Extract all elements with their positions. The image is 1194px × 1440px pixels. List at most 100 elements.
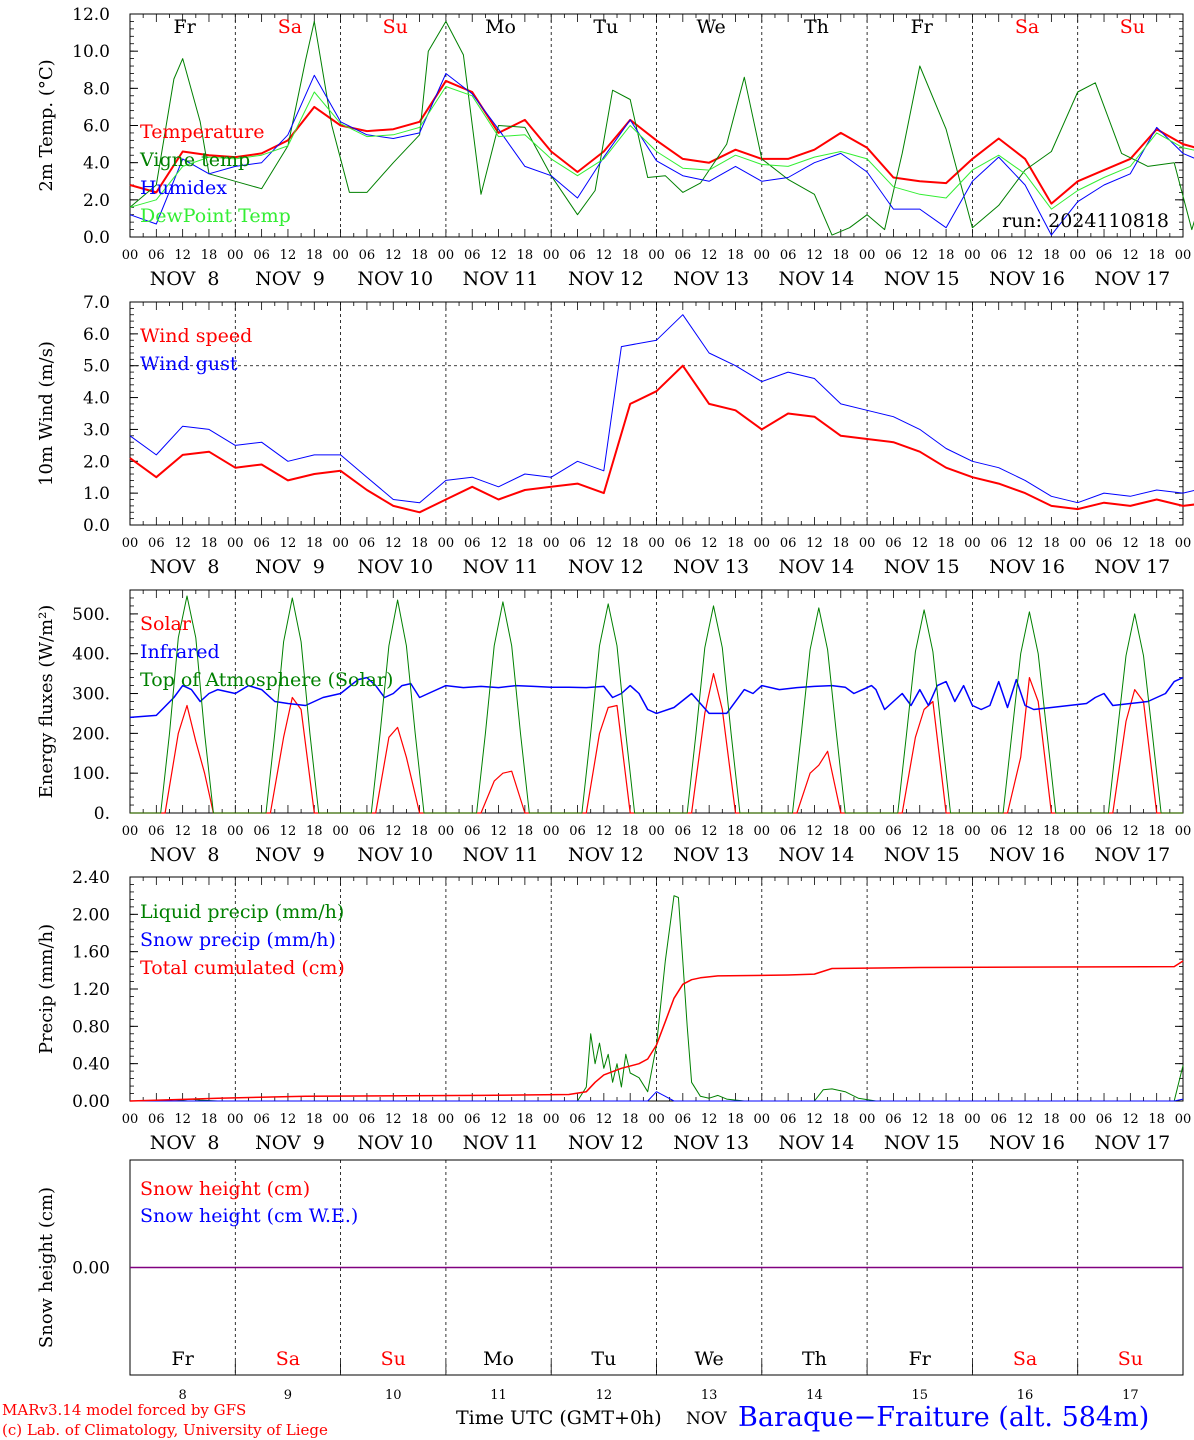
x-hour-label: 00 [1175,1112,1192,1127]
y-tick-label: 500. [72,605,110,625]
y-tick-label: 300. [72,685,110,705]
x-hour-label: 12 [596,248,613,263]
x-hour-label: 12 [385,1112,402,1127]
series-line [129,676,1184,719]
x-hour-label: 18 [622,248,639,263]
x-hour-label: 12 [385,536,402,551]
weekday-label: We [695,1348,724,1370]
x-hour-label: 12 [1017,1112,1034,1127]
x-hour-label: 06 [148,248,165,263]
day-number-label: 14 [806,1388,823,1403]
x-hour-label: 12 [280,248,297,263]
legend-entry: Temperature [140,121,264,143]
x-hour-label: 18 [306,824,323,839]
day-number-label: 13 [701,1388,718,1403]
x-date-label: NOV 14 [779,556,855,578]
x-hour-label: 18 [201,1112,218,1127]
x-axis-title: Time UTC (GMT+0h) [456,1407,662,1429]
x-hour-label: 00 [543,536,560,551]
x-hour-label: 18 [833,536,850,551]
y-tick-label: 4.0 [83,389,110,409]
x-hour-label: 00 [227,536,244,551]
x-hour-label: 00 [648,1112,665,1127]
day-number-label: 8 [179,1388,187,1403]
weekday-label: Tu [593,16,618,38]
x-hour-label: 00 [438,248,455,263]
x-hour-label: 12 [280,1112,297,1127]
x-hour-label: 12 [174,248,191,263]
x-date-label: NOV 10 [357,844,433,866]
footer-credit-text: (c) Lab. of Climatology, University of L… [2,1421,328,1439]
panel-wind: 0.0 1.0 2.0 3.0 4.0 5.0 6.0 7.0 10m Wind (m/s) Wi… [36,293,1194,578]
y-tick-label: 0.00 [72,1092,110,1112]
series-line [129,79,1194,205]
x-hour-label: 18 [411,824,428,839]
x-hour-label: 06 [359,536,376,551]
x-hour-label: 06 [359,248,376,263]
x-hour-label: 12 [701,248,718,263]
x-date-label: NOV 13 [673,268,749,290]
x-hour-label: 06 [885,1112,902,1127]
x-date-label: NOV 14 [779,844,855,866]
x-date-label: NOV 12 [568,268,644,290]
x-hour-label: 06 [675,824,692,839]
x-hour-label: 06 [1096,1112,1113,1127]
weekday-label: Su [1118,1348,1143,1370]
legend-entry: Wind gust [140,353,238,375]
legend-entry: Liquid precip (mm/h) [140,901,344,923]
x-hour-label: 18 [306,536,323,551]
x-hour-label: 18 [411,248,428,263]
x-hour-label: 00 [438,1112,455,1127]
series-line [130,1091,1184,1102]
x-hour-label: 00 [438,536,455,551]
x-hour-label: 12 [385,824,402,839]
weekday-label: Fr [174,16,197,38]
x-hour-label: 18 [727,824,744,839]
y-tick-label: 5.0 [83,357,110,377]
x-hour-label: 00 [859,536,876,551]
weekday-label: Sa [278,16,302,38]
x-hour-label: 00 [1069,1112,1086,1127]
x-hour-label: 06 [675,248,692,263]
x-hour-label: 12 [174,536,191,551]
x-hour-label: 12 [806,824,823,839]
x-date-label: NOV 12 [568,556,644,578]
x-date-label: NOV 13 [673,556,749,578]
panel-temp: 0.0 2.0 4.0 6.0 8.0 10.0 12.0 2m Temp. (°C) Temp… [36,5,1194,290]
footer-model-text: MARv3.14 model forced by GFS [2,1401,246,1419]
x-hour-label: 06 [780,536,797,551]
x-hour-label: 00 [227,824,244,839]
x-hour-label: 18 [1148,824,1165,839]
x-hour-label: 00 [332,1112,349,1127]
weekday-label: Su [381,1348,406,1370]
x-hour-label: 00 [1069,536,1086,551]
x-hour-label: 12 [911,1112,928,1127]
panel-snow: 0.00 Snow height (cm) Snow height (cm) Snow… [36,1159,1184,1403]
weekday-label: We [697,16,726,38]
x-hour-label: 18 [517,824,534,839]
x-hour-label: 06 [990,536,1007,551]
x-hour-label: 18 [201,824,218,839]
series-line [129,73,1194,236]
x-hour-label: 06 [253,536,270,551]
x-date-label: NOV 10 [357,268,433,290]
x-hour-label: 18 [938,536,955,551]
run-label: run: 2024110818 [1002,210,1169,232]
x-hour-label: 06 [1096,536,1113,551]
y-tick-label: 1.20 [72,980,110,1000]
y-tick-label: 12.0 [72,5,110,25]
y-tick-label: 3.0 [83,420,110,440]
y-tick-label: 0.40 [72,1055,110,1075]
x-date-label: NOV 15 [884,1132,960,1154]
x-hour-label: 12 [174,1112,191,1127]
weekday-label: Tu [591,1348,616,1370]
x-date-label: NOV 17 [1094,844,1170,866]
y-tick-label: 0.0 [83,228,110,248]
x-date-label: NOV 15 [884,844,960,866]
x-hour-label: 18 [727,1112,744,1127]
x-hour-label: 12 [1122,1112,1139,1127]
x-hour-label: 06 [253,248,270,263]
x-hour-label: 18 [833,1112,850,1127]
x-hour-label: 18 [938,824,955,839]
x-hour-label: 06 [253,824,270,839]
